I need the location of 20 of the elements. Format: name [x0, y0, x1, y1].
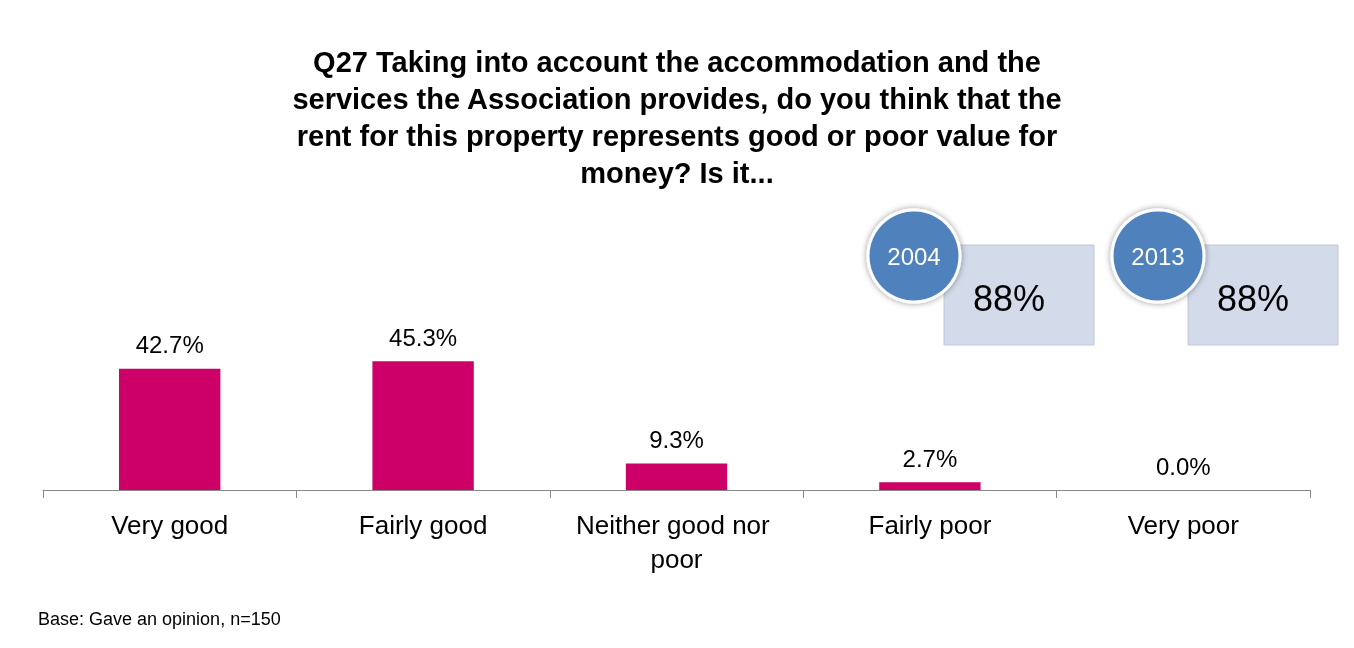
text: 88%: [1216, 277, 1290, 319]
text: Base: Gave an opinion, n=150: [38, 609, 281, 629]
x-tick-label: Fairly poor: [868, 510, 992, 540]
text: 2013: [1131, 242, 1185, 270]
chart-title: Q27 Taking into account the accommodation and the services the Association provides, do you think that the rent for this property represents good or poor value for money? Is it...: [292, 45, 1062, 189]
bar: [879, 482, 981, 490]
x-tick-label: Very poor: [1127, 510, 1240, 540]
bar: [119, 368, 221, 490]
data-label: 42.7%: [135, 331, 204, 359]
data-label: 9.3%: [649, 426, 704, 454]
x-tick-label: Neither good nor poor: [576, 510, 777, 574]
data-label: 2.7%: [902, 444, 958, 472]
x-tick-label: Fairly good: [358, 510, 488, 540]
bar: [625, 463, 728, 490]
text: 2004: [887, 242, 941, 270]
x-tick-label: Very good: [111, 510, 229, 540]
bar: [372, 361, 474, 490]
data-label: 45.3%: [389, 323, 458, 351]
text: 88%: [972, 277, 1046, 319]
data-label: 0.0%: [1155, 452, 1211, 480]
